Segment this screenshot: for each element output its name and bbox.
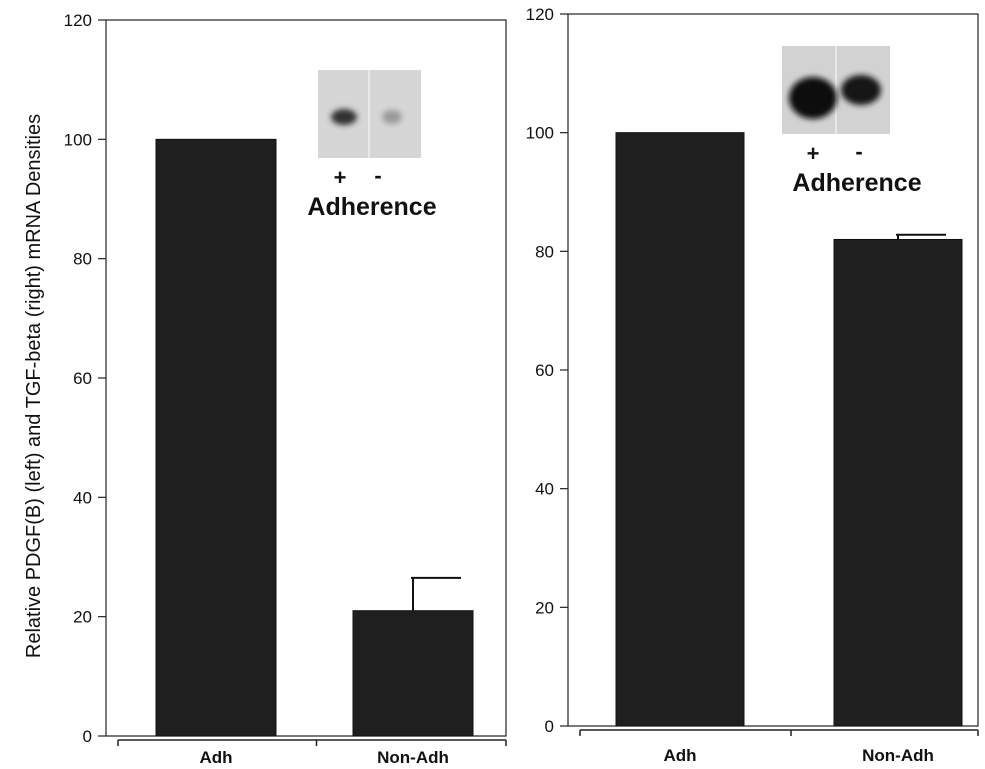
left-lane-minus-label: -: [374, 163, 381, 188]
right-y-tick-label: 80: [535, 242, 554, 261]
left-blot-band-plus: [331, 109, 357, 125]
left-category-label: Adh: [199, 748, 232, 767]
left-blot-inset: + - Adherence: [307, 70, 437, 221]
left-bar-adh: [155, 138, 277, 737]
left-y-tick-label: 20: [73, 608, 92, 627]
left-y-tick-label: 80: [73, 250, 92, 269]
right-y-tick-label: 20: [535, 598, 554, 617]
right-category-label: Non-Adh: [862, 746, 934, 765]
right-y-tick-label: 120: [526, 5, 554, 24]
left-bar-non-adh: [352, 610, 474, 737]
left-y-tick-label: 0: [83, 727, 92, 746]
right-blot-band-minus: [841, 75, 881, 105]
left-y-tick-label: 40: [73, 488, 92, 507]
right-bar-adh: [615, 132, 745, 727]
right-chart-panel: 0 20 40 60 80 100 120 Adh Non-Adh + - Adherence: [526, 5, 979, 765]
right-blot-inset: + - Adherence: [782, 46, 922, 197]
left-bars: [155, 138, 474, 737]
left-adherence-label: Adherence: [307, 193, 436, 221]
right-axes: 0 20 40 60 80 100 120 Adh Non-Adh: [526, 5, 979, 765]
left-category-label: Non-Adh: [377, 748, 449, 767]
left-y-tick-label: 100: [64, 130, 92, 149]
left-chart-panel: 0 20 40 60 80 100 120 Adh Non-Adh + - Adherence: [64, 11, 507, 767]
left-axes: 0 20 40 60 80 100 120 Adh Non-Adh: [64, 11, 507, 767]
right-y-tick-label: 60: [535, 361, 554, 380]
left-blot-band-minus: [382, 110, 402, 124]
right-bar-non-adh: [833, 238, 963, 727]
right-blot-band-plus: [789, 77, 837, 119]
left-lane-plus-label: +: [334, 165, 347, 190]
right-y-tick-label: 100: [526, 124, 554, 143]
right-y-tick-label: 0: [545, 717, 554, 736]
right-lane-plus-label: +: [807, 141, 820, 166]
left-y-tick-label: 60: [73, 369, 92, 388]
right-bars: [615, 132, 963, 727]
left-y-tick-label: 120: [64, 11, 92, 30]
right-y-tick-label: 40: [535, 480, 554, 499]
y-axis-label: Relative PDGF(B) (left) and TGF-beta (ri…: [23, 114, 45, 658]
right-adherence-label: Adherence: [792, 169, 921, 197]
right-lane-minus-label: -: [855, 139, 862, 164]
right-category-label: Adh: [663, 746, 696, 765]
